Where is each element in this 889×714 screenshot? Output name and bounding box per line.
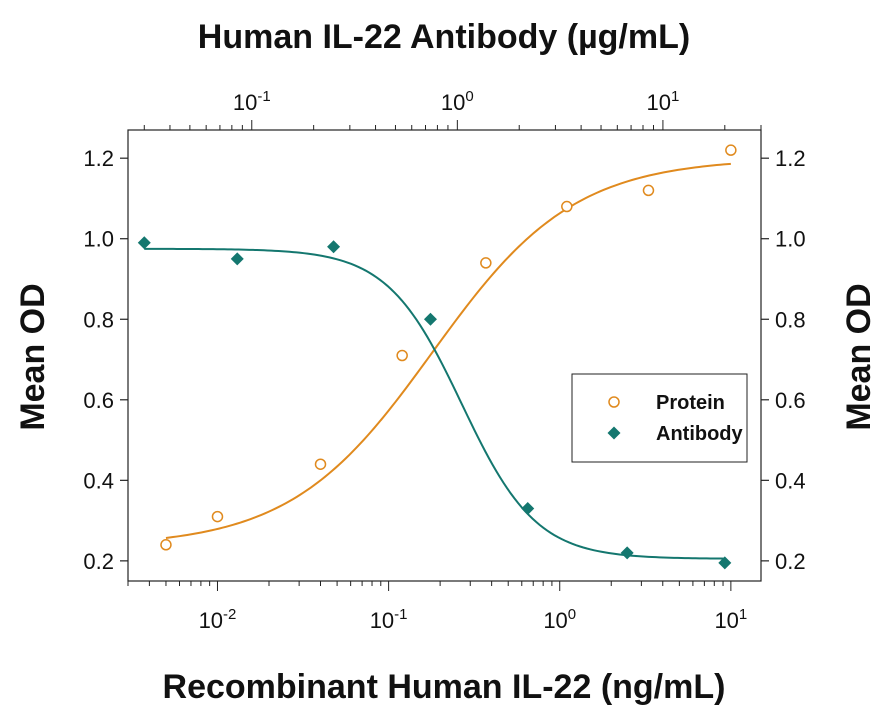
bottom-x-tick-label: 10-1 xyxy=(370,606,408,633)
legend-antibody-label: Antibody xyxy=(656,423,744,445)
bottom-x-tick-label: 10-2 xyxy=(199,606,237,633)
y-tick-label-left: 0.4 xyxy=(83,468,114,493)
antibody-point xyxy=(718,556,732,570)
axis-ticks: 0.2 0.2 0.4 0.4 0.6 0.6 0.8 0.8 1.0 1.0 1.2 1.2 10-2… xyxy=(83,88,805,633)
y-axis-label-right: Mean OD xyxy=(840,283,878,430)
protein-fit-curve xyxy=(165,162,731,539)
antibody-point xyxy=(327,240,341,254)
protein-point xyxy=(160,539,172,551)
protein-point xyxy=(314,458,327,470)
top-x-tick-label: 101 xyxy=(647,88,680,115)
y-tick-label-left: 0.8 xyxy=(83,307,114,332)
legend-box xyxy=(571,373,748,463)
legend-antibody-marker xyxy=(607,426,621,440)
protein-fit-curve-group xyxy=(165,162,731,539)
bottom-x-tick-label: 101 xyxy=(714,606,747,633)
protein-point xyxy=(480,257,492,269)
protein-point xyxy=(642,184,655,197)
y-tick-label-left: 1.2 xyxy=(83,146,114,171)
y-tick-label-left: 0.6 xyxy=(83,388,114,413)
x-axis-label: Recombinant Human IL-22 (ng/mL) xyxy=(163,668,726,706)
y-tick-label-right: 0.8 xyxy=(775,307,806,332)
y-tick-label-right: 0.4 xyxy=(775,468,806,493)
legend-protein-marker xyxy=(608,396,620,408)
y-tick-label-right: 1.2 xyxy=(775,146,806,171)
plot-frame xyxy=(127,129,762,582)
top-x-tick-label: 10-1 xyxy=(233,88,271,115)
antibody-point xyxy=(137,236,151,250)
protein-point xyxy=(211,510,224,523)
top-x-tick-label: 100 xyxy=(441,88,474,115)
protein-point xyxy=(561,200,573,213)
chart-title: Human IL-22 Antibody (µg/mL) xyxy=(198,18,690,56)
y-tick-label-right: 0.2 xyxy=(775,549,806,574)
y-tick-label-right: 0.6 xyxy=(775,388,806,413)
antibody-point xyxy=(423,312,437,326)
protein-point xyxy=(725,144,737,156)
y-tick-label-right: 1.0 xyxy=(775,227,806,252)
antibody-point xyxy=(230,252,244,266)
antibody-point xyxy=(521,502,535,516)
antibody-point xyxy=(620,546,634,560)
legend: Protein Antibody xyxy=(571,373,748,463)
y-axis-label-left: Mean OD xyxy=(14,283,52,430)
y-tick-label-left: 0.2 xyxy=(83,549,114,574)
y-tick-label-left: 1.0 xyxy=(83,227,114,252)
protein-point xyxy=(396,349,408,362)
legend-protein-label: Protein xyxy=(656,392,725,414)
data-points xyxy=(137,144,737,570)
bottom-x-tick-label: 100 xyxy=(543,606,576,633)
